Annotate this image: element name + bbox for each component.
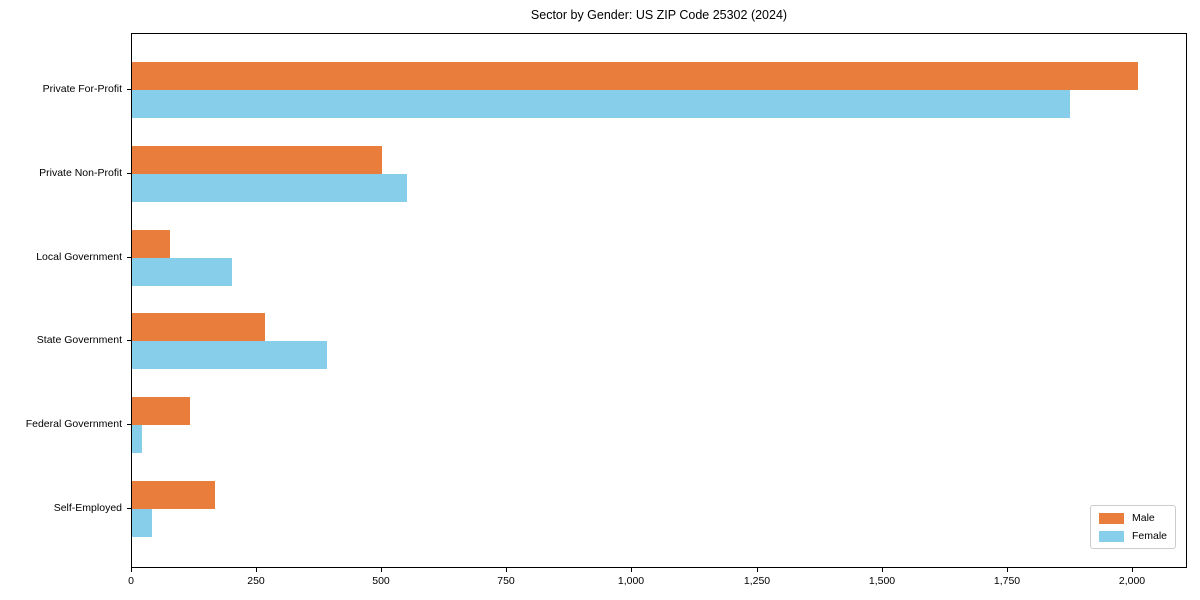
x-axis-tick [882, 568, 883, 572]
bar-male-private-for-profit [132, 62, 1138, 90]
x-axis-tick-label: 750 [497, 575, 515, 587]
bar-male-self-employed [132, 481, 215, 509]
x-axis-tick-label: 1,250 [743, 575, 771, 587]
x-axis-tick [631, 568, 632, 572]
bar-female-state-government [132, 341, 327, 370]
x-axis-tick-label: 250 [247, 575, 265, 587]
x-axis-tick [256, 568, 257, 572]
bar-female-private-non-profit [132, 173, 407, 202]
legend-swatch-male [1099, 512, 1124, 524]
x-axis-tick [757, 568, 758, 572]
legend-swatch-female [1099, 530, 1124, 542]
chart-title: Sector by Gender: US ZIP Code 25302 (202… [530, 8, 788, 22]
x-axis-tick-label: 1,750 [993, 575, 1021, 587]
y-axis-tick [127, 424, 131, 426]
x-axis-tick-label: 0 [128, 575, 134, 587]
y-axis-label-federal-government: Federal Government [25, 418, 122, 431]
bar-female-local-government [132, 257, 232, 286]
x-axis-tick [131, 568, 132, 572]
y-axis-label-self-employed: Self-Employed [53, 502, 122, 514]
y-axis-tick [127, 89, 131, 90]
legend-entry-male: Male [1099, 512, 1167, 524]
y-axis-label-local-government: Local Government [36, 250, 122, 263]
y-axis-label-state-government: State Government [36, 334, 122, 347]
x-axis-tick [1132, 568, 1133, 572]
x-axis-tick [1007, 568, 1008, 572]
y-axis-label-private-non-profit: Private Non-Profit [39, 166, 122, 179]
legend-label-female: Female [1132, 530, 1168, 542]
x-axis-tick [506, 568, 507, 572]
legend-label-male: Male [1132, 512, 1155, 524]
legend-entry-female: Female [1099, 530, 1167, 542]
bar-male-private-non-profit [132, 145, 382, 174]
y-axis-tick [127, 256, 131, 258]
y-axis-label-private-for-profit: Private For-Profit [42, 83, 122, 95]
x-axis-tick-label: 2,000 [1118, 575, 1146, 587]
x-axis-tick [381, 568, 382, 572]
x-axis-tick-label: 500 [372, 575, 390, 587]
plot-area [131, 33, 1187, 568]
legend: Male Female [1090, 505, 1176, 549]
y-axis-tick [127, 340, 131, 342]
bar-male-federal-government [132, 397, 190, 426]
x-axis-tick-label: 1,500 [868, 575, 896, 587]
y-axis-tick [127, 172, 131, 174]
bar-male-local-government [132, 229, 170, 258]
bar-female-private-for-profit [132, 90, 1070, 118]
bar-female-self-employed [132, 509, 152, 537]
bar-male-state-government [132, 313, 265, 342]
y-axis-tick [127, 508, 131, 509]
x-axis-tick-label: 1,000 [617, 575, 645, 587]
bar-female-federal-government [132, 425, 142, 454]
